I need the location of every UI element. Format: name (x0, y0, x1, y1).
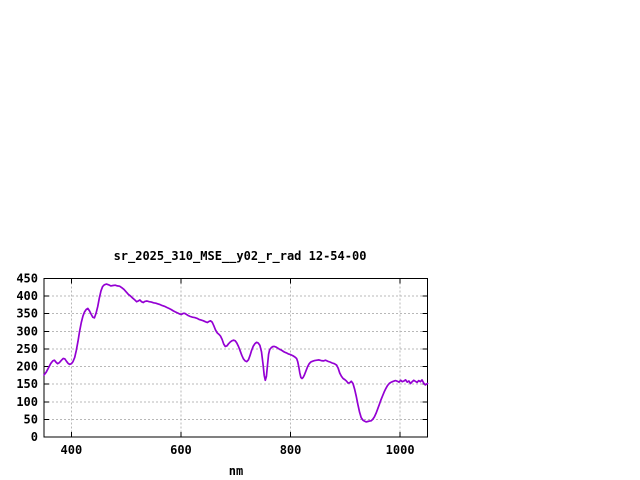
x-tick-label: 600 (170, 443, 192, 457)
y-tick-label: 450 (16, 272, 38, 286)
y-tick-label: 350 (16, 307, 38, 321)
y-tick-label: 200 (16, 360, 38, 374)
y-tick-label: 400 (16, 289, 38, 303)
y-tick-label: 50 (24, 412, 38, 426)
chart-title: sr_2025_310_MSE__y02_r_rad 12-54-00 (113, 249, 367, 263)
y-tick-label: 0 (31, 430, 38, 444)
y-tick-label: 100 (16, 395, 38, 409)
x-axis-label: nm (228, 464, 244, 478)
y-tick-label: 150 (16, 377, 38, 391)
y-tick-label: 250 (16, 342, 38, 356)
x-tick-label: 800 (280, 443, 302, 457)
x-tick-label: 1000 (386, 443, 415, 457)
x-tick-label: 400 (61, 443, 83, 457)
y-tick-label: 300 (16, 324, 38, 338)
plot-frame (43, 278, 428, 438)
curve-sr_2025_310_MSE__y02_r_rad (43, 283, 429, 423)
